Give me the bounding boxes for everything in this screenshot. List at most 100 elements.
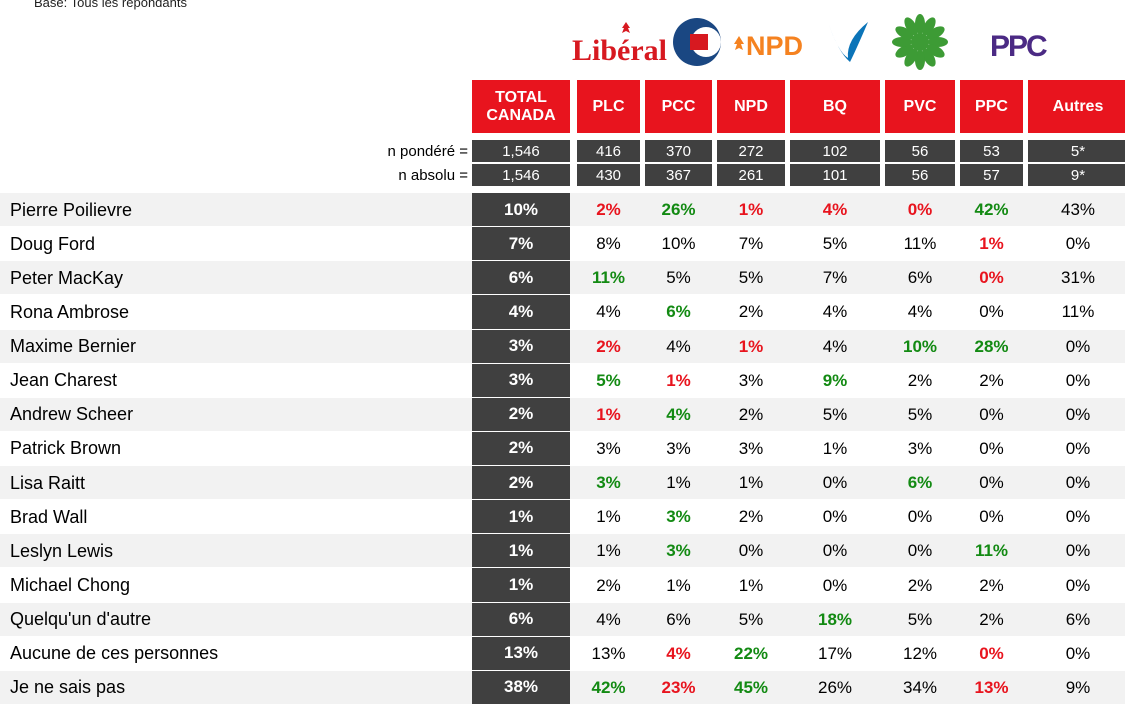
value-cell: 1% <box>666 575 691 595</box>
value-cell: 6% <box>666 609 691 629</box>
value-cell: 17% <box>817 643 853 663</box>
bq-logo <box>828 22 868 62</box>
value-cell: 2% <box>738 404 764 424</box>
maple-leaf <box>622 22 630 33</box>
row-label: Andrew Scheer <box>10 404 134 425</box>
value-cell: 0% <box>907 507 933 527</box>
total-cell: 10% <box>472 193 570 227</box>
value-cell: 0% <box>1065 234 1091 254</box>
value-cell: 4% <box>822 336 848 356</box>
total-cell: 4% <box>472 295 570 329</box>
base-count: 5* <box>1028 140 1125 162</box>
base-count: 370 <box>645 140 712 162</box>
total-cell: 3% <box>472 329 570 363</box>
value-cell: 28% <box>974 336 1009 356</box>
value-cell: 45% <box>733 677 769 697</box>
value-cell: 3% <box>738 370 764 390</box>
total-cell: 38% <box>472 670 570 704</box>
value-cell: 0% <box>1065 370 1091 390</box>
base-count: 56 <box>885 140 955 162</box>
base-count: 1,546 <box>472 140 570 162</box>
value-cell: 0% <box>979 507 1004 527</box>
value-cell: 34% <box>902 677 938 697</box>
value-cell: 4% <box>822 200 848 220</box>
column-header: NPD <box>717 80 785 133</box>
total-cell: 1% <box>472 534 570 568</box>
value-cell: 1% <box>666 370 691 390</box>
value-cell: 13% <box>974 677 1009 697</box>
value-cell: 0% <box>1065 643 1091 663</box>
value-cell: 0% <box>1065 336 1091 356</box>
row-label: Lisa Raitt <box>10 472 86 493</box>
value-cell: 0% <box>822 541 848 561</box>
row-label: Doug Ford <box>10 233 96 254</box>
row-label: Pierre Poilievre <box>10 199 133 220</box>
value-cell: 11% <box>903 234 937 254</box>
value-cell: 4% <box>596 609 621 629</box>
base-count: 261 <box>717 164 785 186</box>
green-logo <box>892 14 948 70</box>
value-cell: 1% <box>738 473 764 493</box>
value-cell: 1% <box>738 336 764 356</box>
value-cell: 5% <box>596 370 621 390</box>
value-cell: 4% <box>666 336 691 356</box>
value-cell: 9% <box>1065 677 1091 697</box>
value-cell: 2% <box>979 370 1004 390</box>
total-cell: 2% <box>472 397 570 431</box>
base-count: 9* <box>1028 164 1125 186</box>
value-cell: 0% <box>979 268 1004 288</box>
base-count: 56 <box>885 164 955 186</box>
row-label: Jean Charest <box>10 370 118 391</box>
row-label: Patrick Brown <box>10 438 122 459</box>
value-cell: 7% <box>822 268 848 288</box>
value-cell: 11% <box>1061 302 1095 322</box>
value-cell: 3% <box>738 438 764 458</box>
value-cell: 26% <box>661 200 696 220</box>
value-cell: 2% <box>738 507 764 527</box>
base-count: 1,546 <box>472 164 570 186</box>
row-label: Aucune de ces personnes <box>10 643 219 664</box>
value-cell: 6% <box>666 302 691 322</box>
value-cell: 23% <box>661 677 696 697</box>
value-cell: 4% <box>596 302 621 322</box>
row-label: Brad Wall <box>10 506 88 527</box>
value-cell: 22% <box>733 643 769 663</box>
row-label: Je ne sais pas <box>10 677 126 698</box>
value-cell: 2% <box>979 609 1004 629</box>
value-cell: 1% <box>738 200 764 220</box>
total-cell: 1% <box>472 500 570 534</box>
value-cell: 26% <box>817 677 853 697</box>
value-cell: 3% <box>596 473 621 493</box>
value-cell: 0% <box>822 473 848 493</box>
total-cell: 7% <box>472 227 570 261</box>
value-cell: 0% <box>1065 473 1091 493</box>
value-cell: 5% <box>666 268 691 288</box>
value-cell: 0% <box>979 302 1004 322</box>
base-count: 367 <box>645 164 712 186</box>
value-cell: 42% <box>974 200 1009 220</box>
value-cell: 0% <box>979 404 1004 424</box>
value-cell: 10% <box>661 234 696 254</box>
value-cell: 4% <box>822 302 848 322</box>
total-cell: 13% <box>472 636 570 670</box>
row-label: Maxime Bernier <box>10 336 137 357</box>
value-cell: 4% <box>907 302 933 322</box>
row-label: Leslyn Lewis <box>10 540 114 561</box>
base-count: 57 <box>960 164 1023 186</box>
value-cell: 1% <box>596 404 621 424</box>
column-header: TOTAL CANADA <box>472 80 570 133</box>
party-logos: Libéral NPD PPC <box>572 14 1049 70</box>
value-cell: 2% <box>738 302 764 322</box>
row-label: Quelqu'un d'autre <box>10 609 151 630</box>
value-cell: 8% <box>596 234 621 254</box>
value-cell: 2% <box>596 200 621 220</box>
value-cell: 0% <box>907 541 933 561</box>
value-cell: 3% <box>596 438 621 458</box>
value-cell: 1% <box>666 473 691 493</box>
value-cell: 5% <box>907 404 933 424</box>
column-header: Autres <box>1028 80 1125 133</box>
value-cell: 12% <box>902 643 938 663</box>
value-cell: 4% <box>666 643 691 663</box>
value-cell: 0% <box>907 200 933 220</box>
